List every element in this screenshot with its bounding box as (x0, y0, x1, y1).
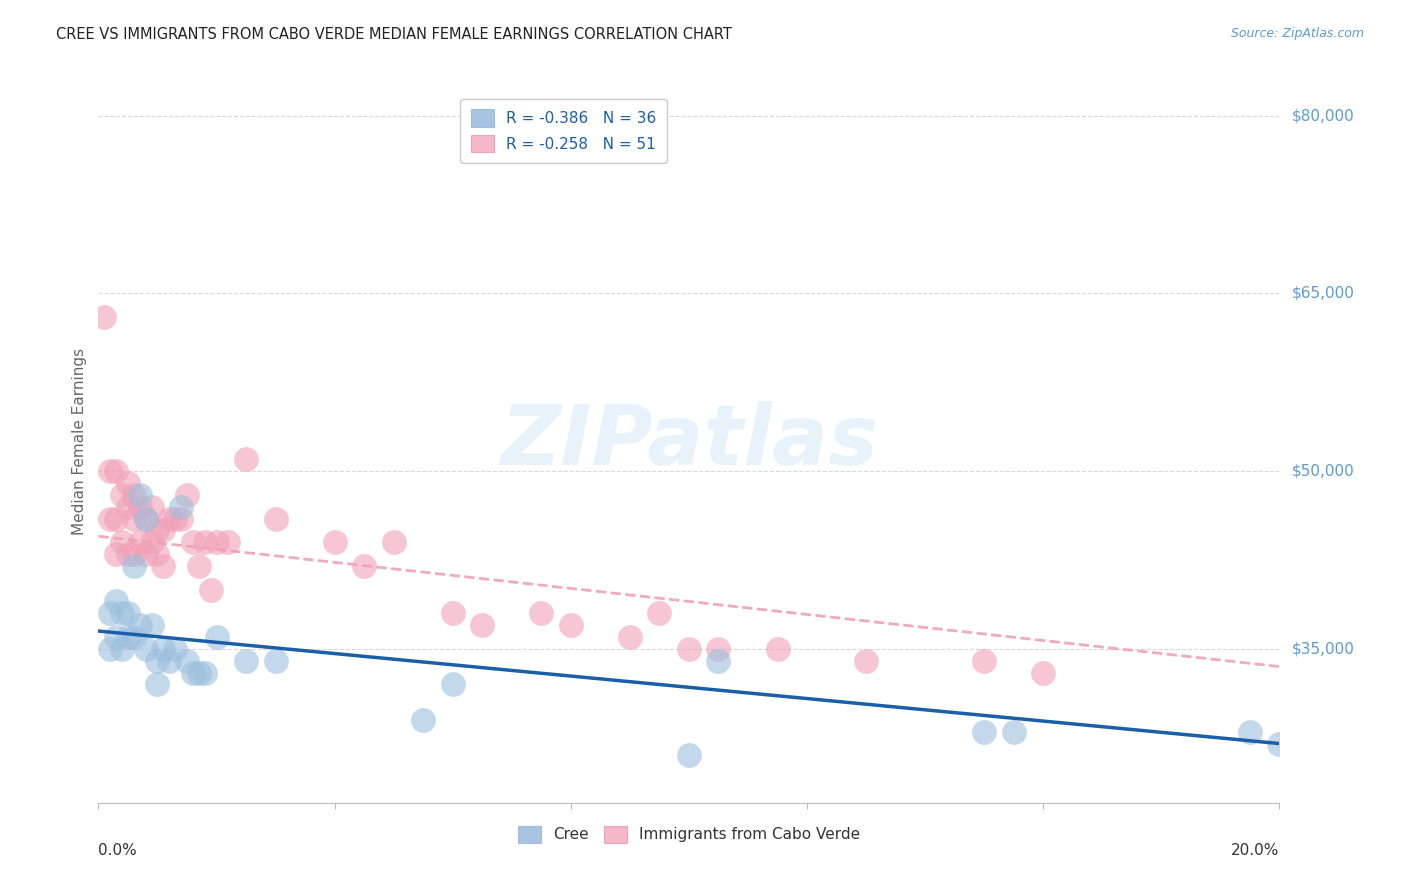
Point (135, 641, 157, 656)
Point (105, 511, 128, 525)
Point (200, 582, 222, 597)
Point (141, 500, 163, 514)
Text: $80,000: $80,000 (1291, 108, 1354, 123)
Point (1002, 724, 1025, 739)
Point (135, 511, 157, 525)
Y-axis label: Median Female Earnings: Median Female Earnings (72, 348, 87, 535)
Point (205, 630, 228, 644)
Point (135, 547, 157, 561)
Point (194, 665, 217, 680)
Point (105, 594, 128, 608)
Point (157, 654, 180, 668)
Text: CREE VS IMMIGRANTS FROM CABO VERDE MEDIAN FEMALE EARNINGS CORRELATION CHART: CREE VS IMMIGRANTS FROM CABO VERDE MEDIA… (56, 27, 733, 42)
Point (678, 641, 700, 656)
Point (187, 665, 209, 680)
Point (157, 511, 180, 525)
Point (105, 464, 128, 478)
Text: 0.0%: 0.0% (98, 843, 138, 857)
Point (122, 488, 145, 502)
Point (181, 535, 204, 549)
Point (152, 641, 174, 656)
Point (707, 654, 730, 668)
Point (678, 748, 700, 763)
Point (707, 641, 730, 656)
Point (98, 607, 121, 621)
Point (217, 535, 239, 549)
Point (973, 724, 995, 739)
Point (135, 511, 157, 525)
Point (353, 558, 375, 573)
Text: ZIPatlas: ZIPatlas (501, 401, 877, 482)
Point (122, 630, 145, 644)
Point (128, 500, 150, 514)
Point (117, 547, 139, 561)
Point (111, 488, 134, 502)
Point (146, 547, 169, 561)
Point (194, 535, 217, 549)
Point (152, 524, 174, 538)
Point (235, 452, 257, 467)
Point (152, 558, 174, 573)
Text: $35,000: $35,000 (1291, 641, 1354, 657)
Point (141, 535, 163, 549)
Point (181, 665, 204, 680)
Point (1032, 665, 1054, 680)
Point (122, 547, 145, 561)
Point (141, 618, 163, 632)
Point (176, 488, 198, 502)
Point (264, 511, 287, 525)
Point (111, 641, 134, 656)
Point (105, 547, 128, 561)
Point (146, 654, 169, 668)
Point (128, 618, 150, 632)
Point (1239, 724, 1261, 739)
Point (471, 618, 494, 632)
Text: Source: ZipAtlas.com: Source: ZipAtlas.com (1230, 27, 1364, 40)
Point (855, 654, 877, 668)
Point (441, 607, 464, 621)
Point (170, 500, 193, 514)
Point (382, 535, 405, 549)
Point (122, 511, 145, 525)
Point (111, 535, 134, 549)
Point (187, 558, 209, 573)
Point (128, 535, 150, 549)
Text: 20.0%: 20.0% (1232, 843, 1279, 857)
Point (648, 607, 671, 621)
Point (111, 607, 134, 621)
Point (264, 654, 287, 668)
Point (530, 607, 553, 621)
Point (128, 488, 150, 502)
Point (98, 641, 121, 656)
Text: $50,000: $50,000 (1291, 464, 1354, 479)
Point (105, 630, 128, 644)
Point (146, 524, 169, 538)
Point (93, 310, 115, 325)
Point (766, 641, 789, 656)
Point (117, 630, 139, 644)
Point (165, 641, 187, 656)
Point (122, 558, 145, 573)
Point (98, 511, 121, 525)
Point (619, 630, 641, 644)
Point (441, 677, 464, 691)
Point (117, 500, 139, 514)
Legend: Cree, Immigrants from Cabo Verde: Cree, Immigrants from Cabo Verde (512, 820, 866, 849)
Point (165, 511, 187, 525)
Point (146, 677, 169, 691)
Point (235, 654, 257, 668)
Point (176, 654, 198, 668)
Point (560, 618, 582, 632)
Point (117, 607, 139, 621)
Point (323, 535, 346, 549)
Point (98, 464, 121, 478)
Text: $65,000: $65,000 (1291, 286, 1354, 301)
Point (117, 475, 139, 490)
Point (412, 713, 434, 727)
Point (1268, 737, 1291, 751)
Point (205, 535, 228, 549)
Point (170, 511, 193, 525)
Point (973, 654, 995, 668)
